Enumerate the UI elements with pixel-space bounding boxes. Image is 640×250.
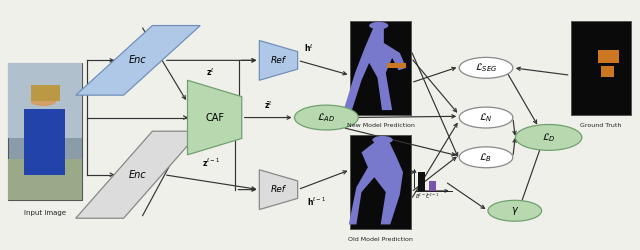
FancyBboxPatch shape xyxy=(24,109,65,175)
FancyBboxPatch shape xyxy=(8,63,82,138)
FancyBboxPatch shape xyxy=(387,63,406,68)
FancyBboxPatch shape xyxy=(429,182,436,191)
Circle shape xyxy=(515,124,582,150)
Text: $\mathbf{h}^{\ell}$: $\mathbf{h}^{\ell}$ xyxy=(304,42,314,54)
Text: Ref: Ref xyxy=(271,185,286,194)
Text: $\mathcal{L}_D$: $\mathcal{L}_D$ xyxy=(541,131,556,144)
Text: $\mathbf{z}^{\ell}$: $\mathbf{z}^{\ell}$ xyxy=(207,66,215,78)
Text: $\mathcal{L}_{AD}$: $\mathcal{L}_{AD}$ xyxy=(317,111,335,124)
FancyBboxPatch shape xyxy=(598,50,619,63)
Text: Enc: Enc xyxy=(129,55,147,65)
Text: Enc: Enc xyxy=(129,170,147,180)
Circle shape xyxy=(294,105,358,130)
FancyBboxPatch shape xyxy=(350,20,411,115)
FancyBboxPatch shape xyxy=(8,63,82,200)
Circle shape xyxy=(488,200,541,221)
Text: Ground Truth: Ground Truth xyxy=(580,122,621,128)
FancyBboxPatch shape xyxy=(419,172,426,191)
Text: $\bar{\mathbf{z}}^{\ell}$: $\bar{\mathbf{z}}^{\ell}$ xyxy=(264,100,272,111)
Text: Old Model Prediction: Old Model Prediction xyxy=(348,237,413,242)
Circle shape xyxy=(460,107,513,128)
Text: CAF: CAF xyxy=(205,112,224,122)
Polygon shape xyxy=(76,131,200,218)
Text: $B^{\ell-1}$: $B^{\ell-1}$ xyxy=(415,192,429,202)
Polygon shape xyxy=(259,40,298,80)
Text: Ref: Ref xyxy=(271,56,286,65)
Polygon shape xyxy=(349,140,403,224)
Circle shape xyxy=(460,58,513,78)
FancyBboxPatch shape xyxy=(601,66,614,77)
Circle shape xyxy=(369,22,388,29)
Text: $\mathbf{z}^{\ell-1}$: $\mathbf{z}^{\ell-1}$ xyxy=(202,156,220,168)
Polygon shape xyxy=(76,26,200,95)
Text: $\mathbf{h}^{\ell-1}$: $\mathbf{h}^{\ell-1}$ xyxy=(307,196,326,208)
Text: Input Image: Input Image xyxy=(24,210,66,216)
Text: $\gamma$: $\gamma$ xyxy=(511,205,519,217)
Circle shape xyxy=(372,136,393,144)
Polygon shape xyxy=(344,26,406,110)
Text: $\mathcal{L}_B$: $\mathcal{L}_B$ xyxy=(479,151,493,164)
Text: New Model Prediction: New Model Prediction xyxy=(347,122,415,128)
Text: $C^{\ell-1}$: $C^{\ell-1}$ xyxy=(426,192,440,202)
FancyBboxPatch shape xyxy=(31,85,60,101)
Circle shape xyxy=(31,96,56,106)
FancyBboxPatch shape xyxy=(8,158,82,200)
FancyBboxPatch shape xyxy=(350,135,411,230)
Polygon shape xyxy=(259,170,298,209)
Text: $\mathcal{L}_N$: $\mathcal{L}_N$ xyxy=(479,111,493,124)
Circle shape xyxy=(460,147,513,168)
Text: $\mathcal{L}_{SEG}$: $\mathcal{L}_{SEG}$ xyxy=(475,62,497,74)
Polygon shape xyxy=(188,80,242,155)
FancyBboxPatch shape xyxy=(571,20,631,115)
